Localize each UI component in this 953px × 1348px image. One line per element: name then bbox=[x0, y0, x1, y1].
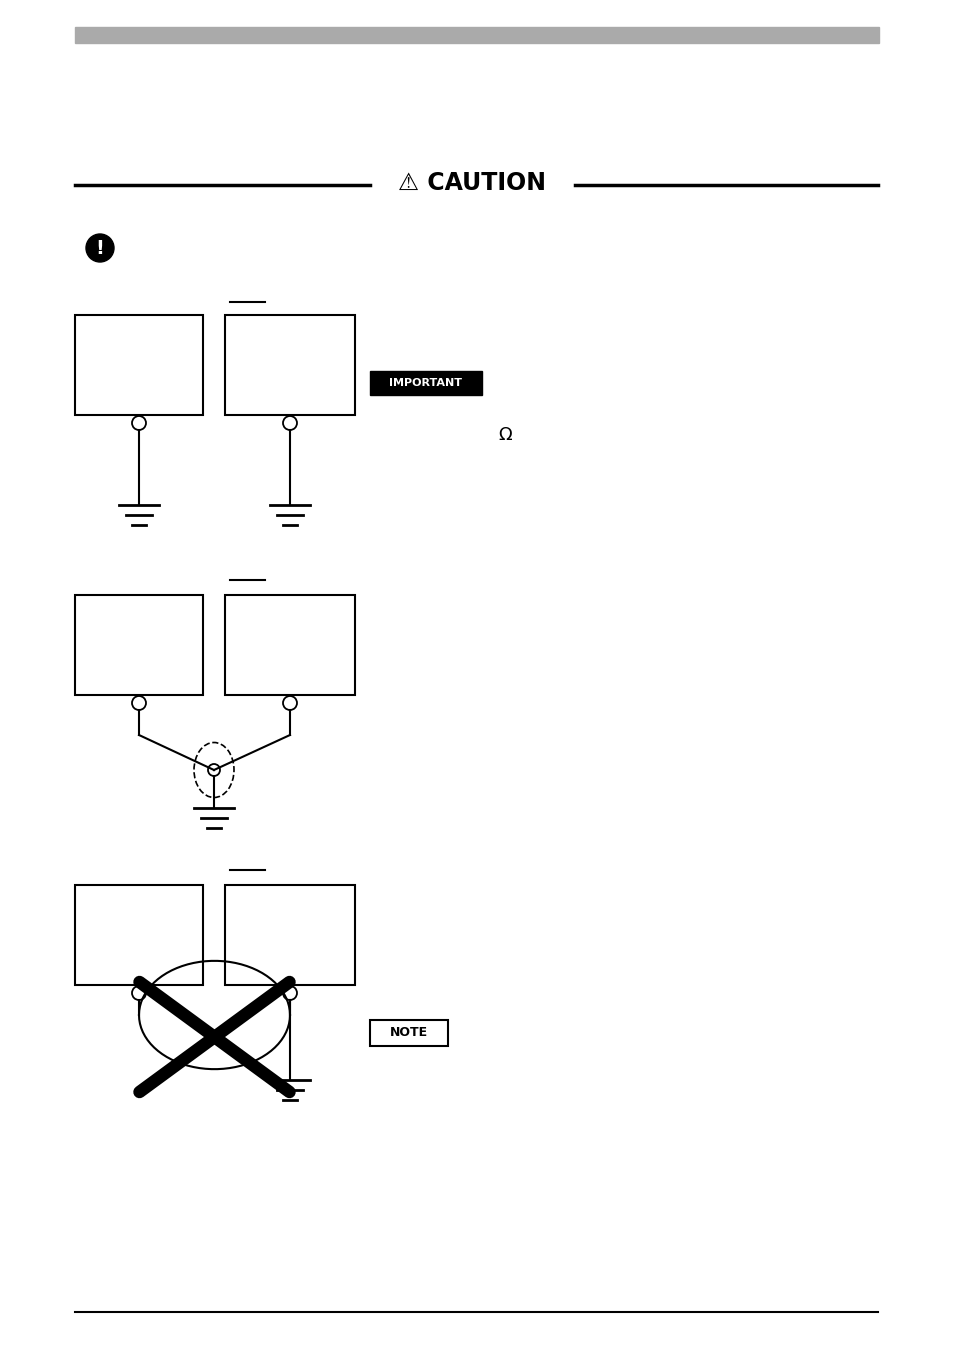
Text: !: ! bbox=[95, 239, 104, 257]
Text: ⚠ CAUTION: ⚠ CAUTION bbox=[397, 171, 545, 195]
Bar bbox=[225, 886, 355, 985]
Bar bbox=[225, 594, 355, 696]
Bar bbox=[370, 1020, 448, 1046]
Text: IMPORTANT: IMPORTANT bbox=[389, 377, 462, 388]
Bar bbox=[75, 315, 203, 415]
Bar bbox=[225, 315, 355, 415]
Bar bbox=[75, 886, 203, 985]
Bar bbox=[75, 27, 878, 43]
Text: Ω: Ω bbox=[497, 426, 511, 443]
Text: NOTE: NOTE bbox=[390, 1026, 428, 1039]
Bar bbox=[370, 371, 481, 395]
Circle shape bbox=[86, 235, 113, 262]
Bar bbox=[75, 594, 203, 696]
